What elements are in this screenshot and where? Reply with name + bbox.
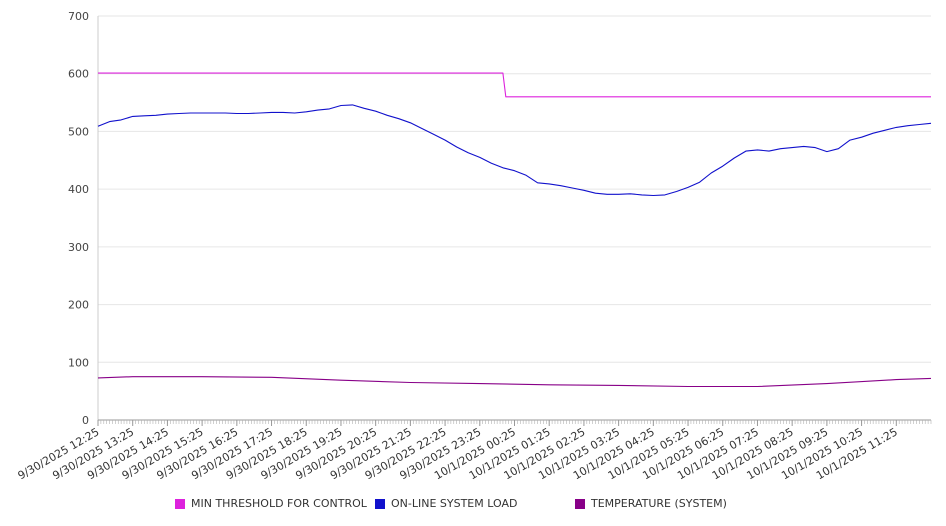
legend-label-temperature: TEMPERATURE (SYSTEM) bbox=[591, 497, 727, 510]
y-tick-label-300: 300 bbox=[68, 241, 89, 254]
legend-item-temperature: TEMPERATURE (SYSTEM) bbox=[575, 497, 727, 510]
series-line-system-load bbox=[97, 104, 932, 197]
y-tick-label-500: 500 bbox=[68, 125, 89, 138]
legend-item-threshold: MIN THRESHOLD FOR CONTROL bbox=[175, 497, 367, 510]
legend-item-system-load: ON-LINE SYSTEM LOAD bbox=[375, 497, 517, 510]
series-line-temperature bbox=[97, 376, 932, 388]
legend-label-threshold: MIN THRESHOLD FOR CONTROL bbox=[191, 497, 367, 510]
legend-label-system-load: ON-LINE SYSTEM LOAD bbox=[391, 497, 518, 510]
y-tick-label-700: 700 bbox=[68, 10, 89, 23]
y-tick-label-200: 200 bbox=[68, 299, 89, 312]
y-tick-label-400: 400 bbox=[68, 183, 89, 196]
y-tick-label-600: 600 bbox=[68, 68, 89, 81]
series-line-threshold bbox=[98, 72, 931, 98]
y-tick-label-0: 0 bbox=[82, 414, 89, 427]
legend-swatch-system-load bbox=[375, 498, 385, 509]
legend: MIN THRESHOLD FOR CONTROL ON-LINE SYSTEM… bbox=[0, 497, 946, 515]
y-tick-label-100: 100 bbox=[68, 356, 89, 369]
legend-swatch-temperature bbox=[575, 498, 585, 509]
legend-swatch-threshold bbox=[175, 498, 185, 509]
